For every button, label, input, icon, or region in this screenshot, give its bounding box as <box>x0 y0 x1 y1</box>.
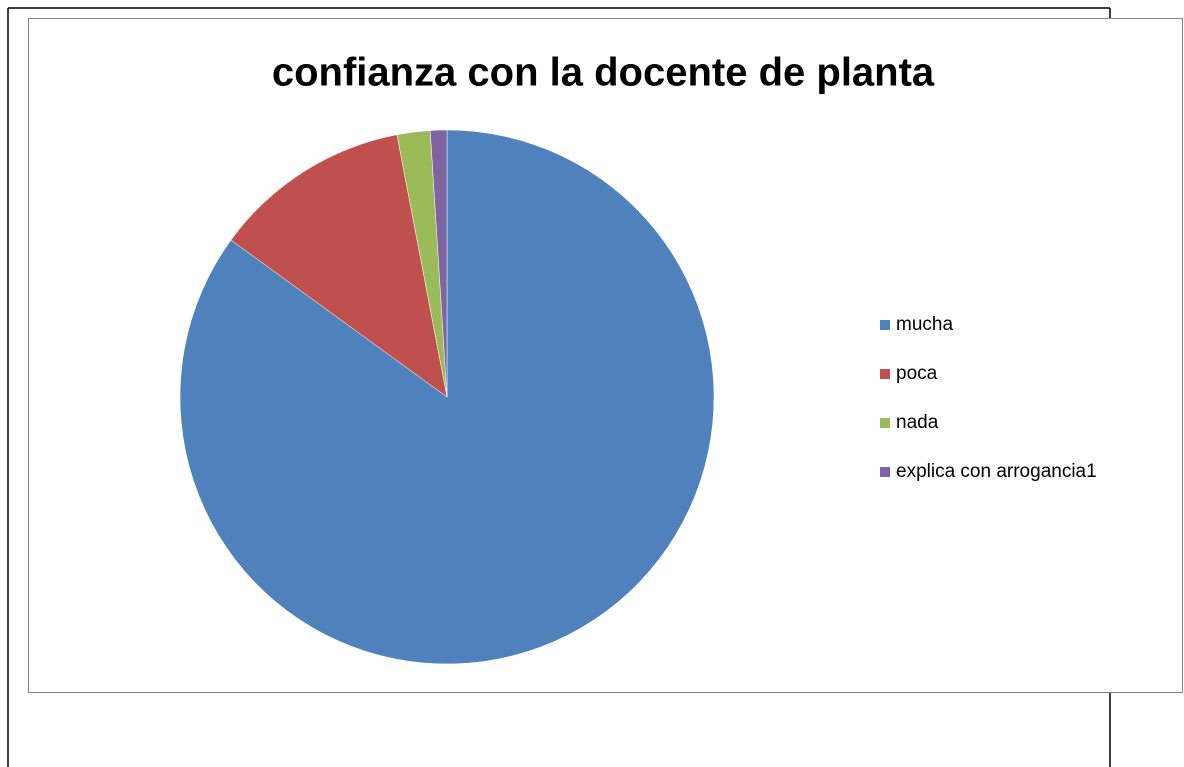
legend-swatch <box>880 369 890 379</box>
pie <box>179 129 715 665</box>
legend-label: poca <box>896 363 938 384</box>
legend-swatch <box>880 320 890 330</box>
legend-label: mucha <box>896 314 953 335</box>
legend-label: explica con arrogancia1 <box>896 461 1097 482</box>
legend: mucha poca nada explica con arrogancia1 <box>880 314 1097 482</box>
pie-slice <box>429 129 448 398</box>
pie-slice <box>230 134 448 398</box>
chart-title: confianza con la docente de planta <box>272 51 935 95</box>
legend-swatch <box>880 467 890 477</box>
legend-swatch <box>880 418 890 428</box>
legend-label: nada <box>896 412 939 433</box>
